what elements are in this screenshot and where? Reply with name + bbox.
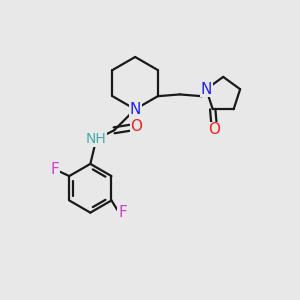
Text: NH: NH: [86, 132, 107, 146]
Text: O: O: [208, 122, 220, 137]
Text: F: F: [118, 205, 127, 220]
Text: N: N: [130, 102, 141, 117]
Text: O: O: [130, 119, 142, 134]
Text: F: F: [51, 162, 59, 177]
Text: N: N: [200, 82, 212, 97]
